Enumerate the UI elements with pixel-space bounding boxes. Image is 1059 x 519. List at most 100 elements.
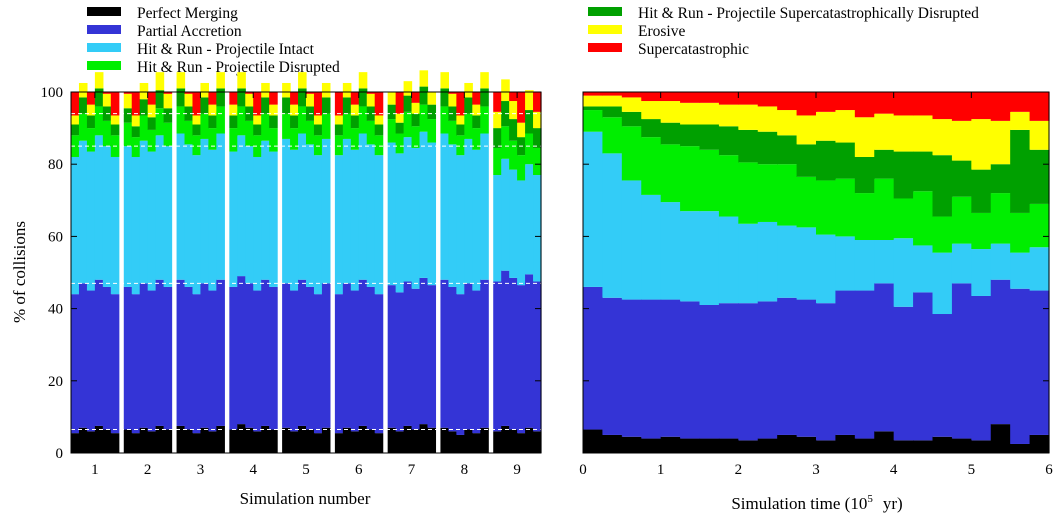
bar-hit-run-projectile-supercatastrophically-disrupted	[621, 111, 642, 127]
bar-hit-run-projectile-disrupted	[427, 119, 437, 143]
bar-erosive	[139, 82, 149, 100]
bar-supercatastrophic	[621, 92, 642, 98]
bar-erosive	[253, 115, 262, 125]
bar-supercatastrophic	[245, 92, 254, 94]
bar-hit-run-projectile-supercatastrophically-disrupted	[464, 97, 473, 114]
bar-hit-run-projectile-disrupted	[932, 216, 953, 253]
bar-hit-run-projectile-intact	[261, 140, 270, 280]
bar-hit-run-projectile-disrupted	[602, 117, 623, 154]
bar-hit-run-projectile-intact	[334, 155, 344, 295]
bar-hit-run-projectile-disrupted	[71, 135, 80, 157]
bar-partial-accretion	[139, 283, 149, 428]
bar-perfect-merging	[395, 431, 405, 453]
right-x-axis-label-unit: yr)	[883, 494, 903, 513]
bar-hit-run-projectile-intact	[621, 180, 642, 300]
bar-supercatastrophic	[816, 92, 837, 112]
bar-hit-run-projectile-intact	[602, 153, 623, 298]
bar-erosive	[509, 101, 518, 120]
bar-perfect-merging	[176, 425, 186, 453]
bar-hit-run-projectile-supercatastrophically-disrupted	[192, 124, 202, 136]
right-x-tick-label: 6	[1045, 462, 1053, 478]
bar-erosive	[472, 104, 481, 116]
bar-hit-run-projectile-disrupted	[472, 128, 481, 150]
bar-erosive	[261, 82, 270, 98]
bar-hit-run-projectile-intact	[176, 133, 186, 280]
bar-hit-run-projectile-intact	[932, 252, 953, 315]
bar-erosive	[200, 82, 209, 98]
bar-perfect-merging	[78, 427, 88, 453]
bar-partial-accretion	[298, 279, 307, 426]
bar-hit-run-projectile-intact	[680, 211, 701, 302]
bar-erosive	[835, 110, 856, 143]
bar-hit-run-projectile-intact	[229, 151, 238, 287]
bar-hit-run-projectile-disrupted	[419, 104, 429, 132]
bar-perfect-merging	[208, 431, 217, 453]
bar-supercatastrophic	[913, 92, 934, 116]
bar-perfect-merging	[641, 438, 662, 453]
bar-supercatastrophic	[1010, 92, 1031, 112]
bar-hit-run-projectile-intact	[110, 156, 120, 295]
bar-erosive	[395, 113, 405, 123]
bar-perfect-merging	[816, 440, 837, 453]
bar-erosive	[306, 93, 315, 107]
bar-hit-run-projectile-intact	[86, 151, 96, 291]
bar-erosive	[366, 93, 376, 107]
bar-hit-run-projectile-supercatastrophically-disrupted	[718, 126, 739, 156]
bar-erosive	[94, 72, 104, 89]
bar-hit-run-projectile-intact	[699, 211, 720, 305]
bar-hit-run-projectile-supercatastrophically-disrupted	[493, 128, 502, 148]
bar-hit-run-projectile-disrupted	[680, 146, 701, 212]
bar-hit-run-projectile-supercatastrophically-disrupted	[951, 160, 972, 197]
legend-label-partial-accretion: Partial Accretion	[137, 23, 242, 40]
bar-hit-run-projectile-intact	[464, 138, 473, 284]
bar-partial-accretion	[874, 283, 895, 432]
bar-hit-run-projectile-disrupted	[342, 113, 352, 139]
bar-erosive	[176, 72, 186, 89]
bar-perfect-merging	[660, 436, 681, 453]
bar-perfect-merging	[533, 431, 542, 453]
bar-erosive	[641, 101, 662, 120]
bar-supercatastrophic	[313, 92, 323, 116]
bar-hit-run-projectile-supercatastrophically-disrupted	[395, 122, 405, 134]
bar-partial-accretion	[757, 301, 778, 439]
right-x-axis-label-text: Simulation time (10	[731, 494, 867, 513]
bar-partial-accretion	[517, 285, 526, 434]
bar-hit-run-projectile-disrupted	[387, 119, 397, 143]
bar-supercatastrophic	[448, 92, 457, 94]
bar-hit-run-projectile-disrupted	[237, 106, 246, 136]
bar-partial-accretion	[192, 294, 202, 434]
bar-partial-accretion	[86, 290, 96, 432]
bar-hit-run-projectile-disrupted	[321, 113, 331, 139]
bar-erosive	[525, 90, 534, 111]
legend-swatch-hit-run-intact	[87, 43, 121, 52]
bar-hit-run-projectile-disrupted	[229, 128, 238, 152]
bar-hit-run-projectile-supercatastrophically-disrupted	[269, 115, 278, 129]
bar-hit-run-projectile-disrupted	[464, 113, 473, 139]
bar-hit-run-projectile-supercatastrophically-disrupted	[893, 151, 914, 199]
left-plot-axes: 0 20 40 60 80 100 1 2 3 4 5 6 7 8 9	[41, 85, 542, 478]
bar-hit-run-projectile-supercatastrophically-disrupted	[456, 124, 465, 136]
bar-hit-run-projectile-supercatastrophically-disrupted	[777, 135, 798, 165]
bar-hit-run-projectile-disrupted	[718, 155, 739, 217]
bar-supercatastrophic	[411, 92, 421, 103]
bar-hit-run-projectile-supercatastrophically-disrupted	[237, 88, 246, 107]
bar-supercatastrophic	[71, 92, 80, 116]
bar-erosive	[533, 111, 542, 129]
bar-hit-run-projectile-supercatastrophically-disrupted	[525, 110, 534, 134]
bar-perfect-merging	[472, 433, 481, 453]
bar-hit-run-projectile-intact	[350, 149, 360, 291]
bar-partial-accretion	[110, 294, 120, 434]
bar-hit-run-projectile-disrupted	[282, 113, 291, 139]
bar-hit-run-projectile-supercatastrophically-disrupted	[835, 142, 856, 179]
bar-erosive	[147, 104, 157, 118]
bar-hit-run-projectile-disrupted	[816, 180, 837, 235]
bar-partial-accretion	[366, 286, 376, 430]
bar-hit-run-projectile-supercatastrophically-disrupted	[854, 156, 875, 194]
left-y-tick-label: 100	[41, 85, 64, 101]
bar-partial-accretion	[971, 295, 992, 441]
bar-erosive	[699, 102, 720, 125]
bar-erosive	[321, 82, 331, 98]
bar-supercatastrophic	[102, 92, 112, 94]
bar-hit-run-projectile-disrupted	[621, 126, 642, 181]
bar-supercatastrophic	[123, 92, 133, 94]
